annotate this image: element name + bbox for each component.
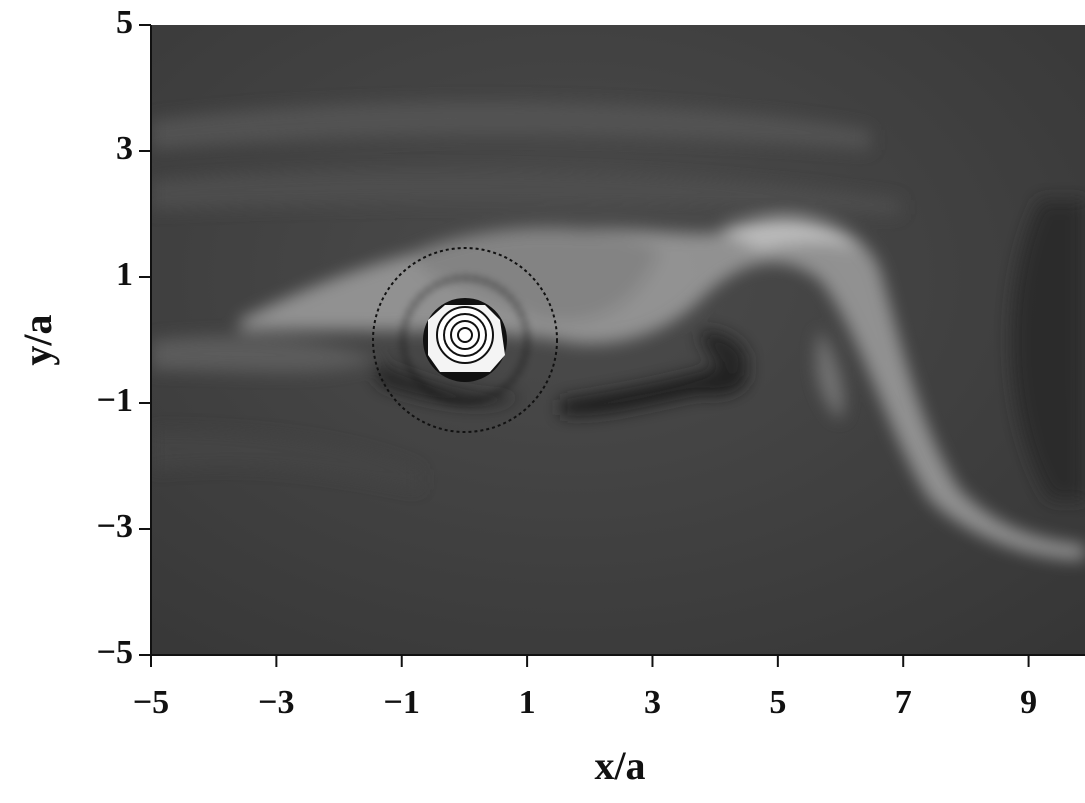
y-axis-label: y/a bbox=[15, 314, 60, 365]
y-tick-label: −5 bbox=[97, 634, 133, 671]
x-axis-label: x/a bbox=[594, 743, 645, 788]
y-tick-label: 5 bbox=[116, 4, 133, 41]
y-tick-label: 1 bbox=[116, 256, 133, 293]
x-tick-label: −1 bbox=[384, 684, 420, 721]
x-tick-label: 3 bbox=[644, 684, 661, 721]
y-tick-label: −3 bbox=[97, 508, 133, 545]
y-tick-label: −1 bbox=[97, 382, 133, 419]
x-tick-label: −5 bbox=[133, 684, 169, 721]
field-image bbox=[151, 25, 1085, 655]
x-tick-label: −3 bbox=[258, 684, 294, 721]
x-tick-label: 5 bbox=[769, 684, 786, 721]
x-tick-label: 1 bbox=[519, 684, 536, 721]
y-tick-label: 3 bbox=[116, 130, 133, 167]
x-tick-label: 9 bbox=[1020, 684, 1037, 721]
x-tick-label: 7 bbox=[895, 684, 912, 721]
